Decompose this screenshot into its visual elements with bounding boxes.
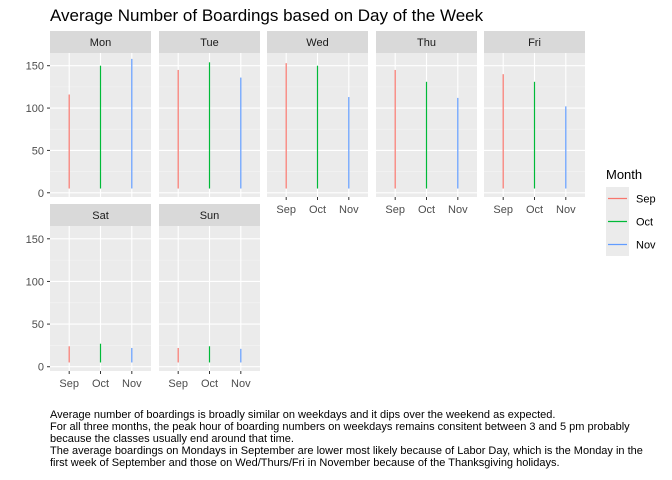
y-tick-label: 50 [32, 319, 44, 331]
x-tick-label: Oct [201, 378, 218, 390]
y-tick-label: 0 [38, 188, 44, 200]
facet-strip-label: Sun [200, 210, 220, 222]
caption-line: For all three months, the peak hour of b… [50, 421, 630, 433]
facet-strip-label: Sat [92, 210, 109, 222]
x-tick-label: Oct [418, 204, 435, 216]
facet-strip [159, 204, 260, 226]
x-tick-label: Nov [122, 378, 142, 390]
faceted-bar-chart: Average Number of Boardings based on Day… [26, 6, 656, 390]
legend: Month Sep Oct Nov [606, 167, 656, 256]
y-tick-label: 150 [26, 61, 44, 73]
facet-strip [50, 204, 151, 226]
facet-strip [50, 31, 151, 53]
facet-strip-label: Wed [306, 37, 328, 49]
chart-caption: Average number of boardings is broadly s… [50, 409, 672, 469]
x-tick-label: Sep [276, 204, 296, 216]
facet-panel-wed: Wed Sep Oct Nov [267, 31, 368, 216]
x-tick-label: Sep [385, 204, 405, 216]
x-tick-label: Sep [168, 378, 188, 390]
caption-line: The average boardings on Mondays in Sept… [50, 445, 643, 457]
y-tick-label: 150 [26, 234, 44, 246]
facet-panel-sat: Sat 0 50 100 150 Sep Oct Nov [26, 204, 151, 390]
legend-label: Oct [636, 217, 653, 229]
facet-strip-label: Tue [200, 37, 219, 49]
facet-strip-label: Thu [417, 37, 436, 49]
facet-panel-sun: Sun Sep Oct Nov [159, 204, 260, 390]
y-tick-label: 100 [26, 103, 44, 115]
facet-panel-tue: Tue [159, 31, 260, 197]
x-tick-label: Nov [556, 204, 576, 216]
caption-line: because the classes usually end around t… [50, 433, 294, 445]
legend-title: Month [606, 167, 642, 182]
chart-title: Average Number of Boardings based on Day… [50, 6, 484, 25]
facet-strip [159, 31, 260, 53]
x-tick-label: Sep [59, 378, 79, 390]
facet-panel-fri: Fri Sep Oct Nov [484, 31, 585, 216]
x-tick-label: Nov [231, 378, 251, 390]
x-tick-label: Oct [92, 378, 109, 390]
x-tick-label: Sep [493, 204, 513, 216]
caption-line: first week of September and those on Wed… [50, 457, 560, 469]
legend-label: Sep [636, 194, 656, 206]
facet-panel-mon: Mon 0 50 100 150 [26, 31, 151, 200]
x-tick-label: Oct [526, 204, 543, 216]
x-tick-label: Nov [448, 204, 468, 216]
x-tick-label: Oct [309, 204, 326, 216]
y-tick-label: 0 [38, 362, 44, 374]
facet-strip-label: Mon [90, 37, 111, 49]
facet-panel-thu: Thu Sep Oct Nov [376, 31, 477, 216]
x-tick-label: Nov [339, 204, 359, 216]
legend-label: Nov [636, 240, 656, 252]
facet-strip [484, 31, 585, 53]
y-tick-label: 100 [26, 276, 44, 288]
legend-entries: Sep Oct Nov [606, 187, 656, 256]
facet-strip-label: Fri [528, 37, 541, 49]
facet-strip [376, 31, 477, 53]
facet-strip [267, 31, 368, 53]
y-tick-label: 50 [32, 145, 44, 157]
caption-line: Average number of boardings is broadly s… [50, 409, 556, 421]
